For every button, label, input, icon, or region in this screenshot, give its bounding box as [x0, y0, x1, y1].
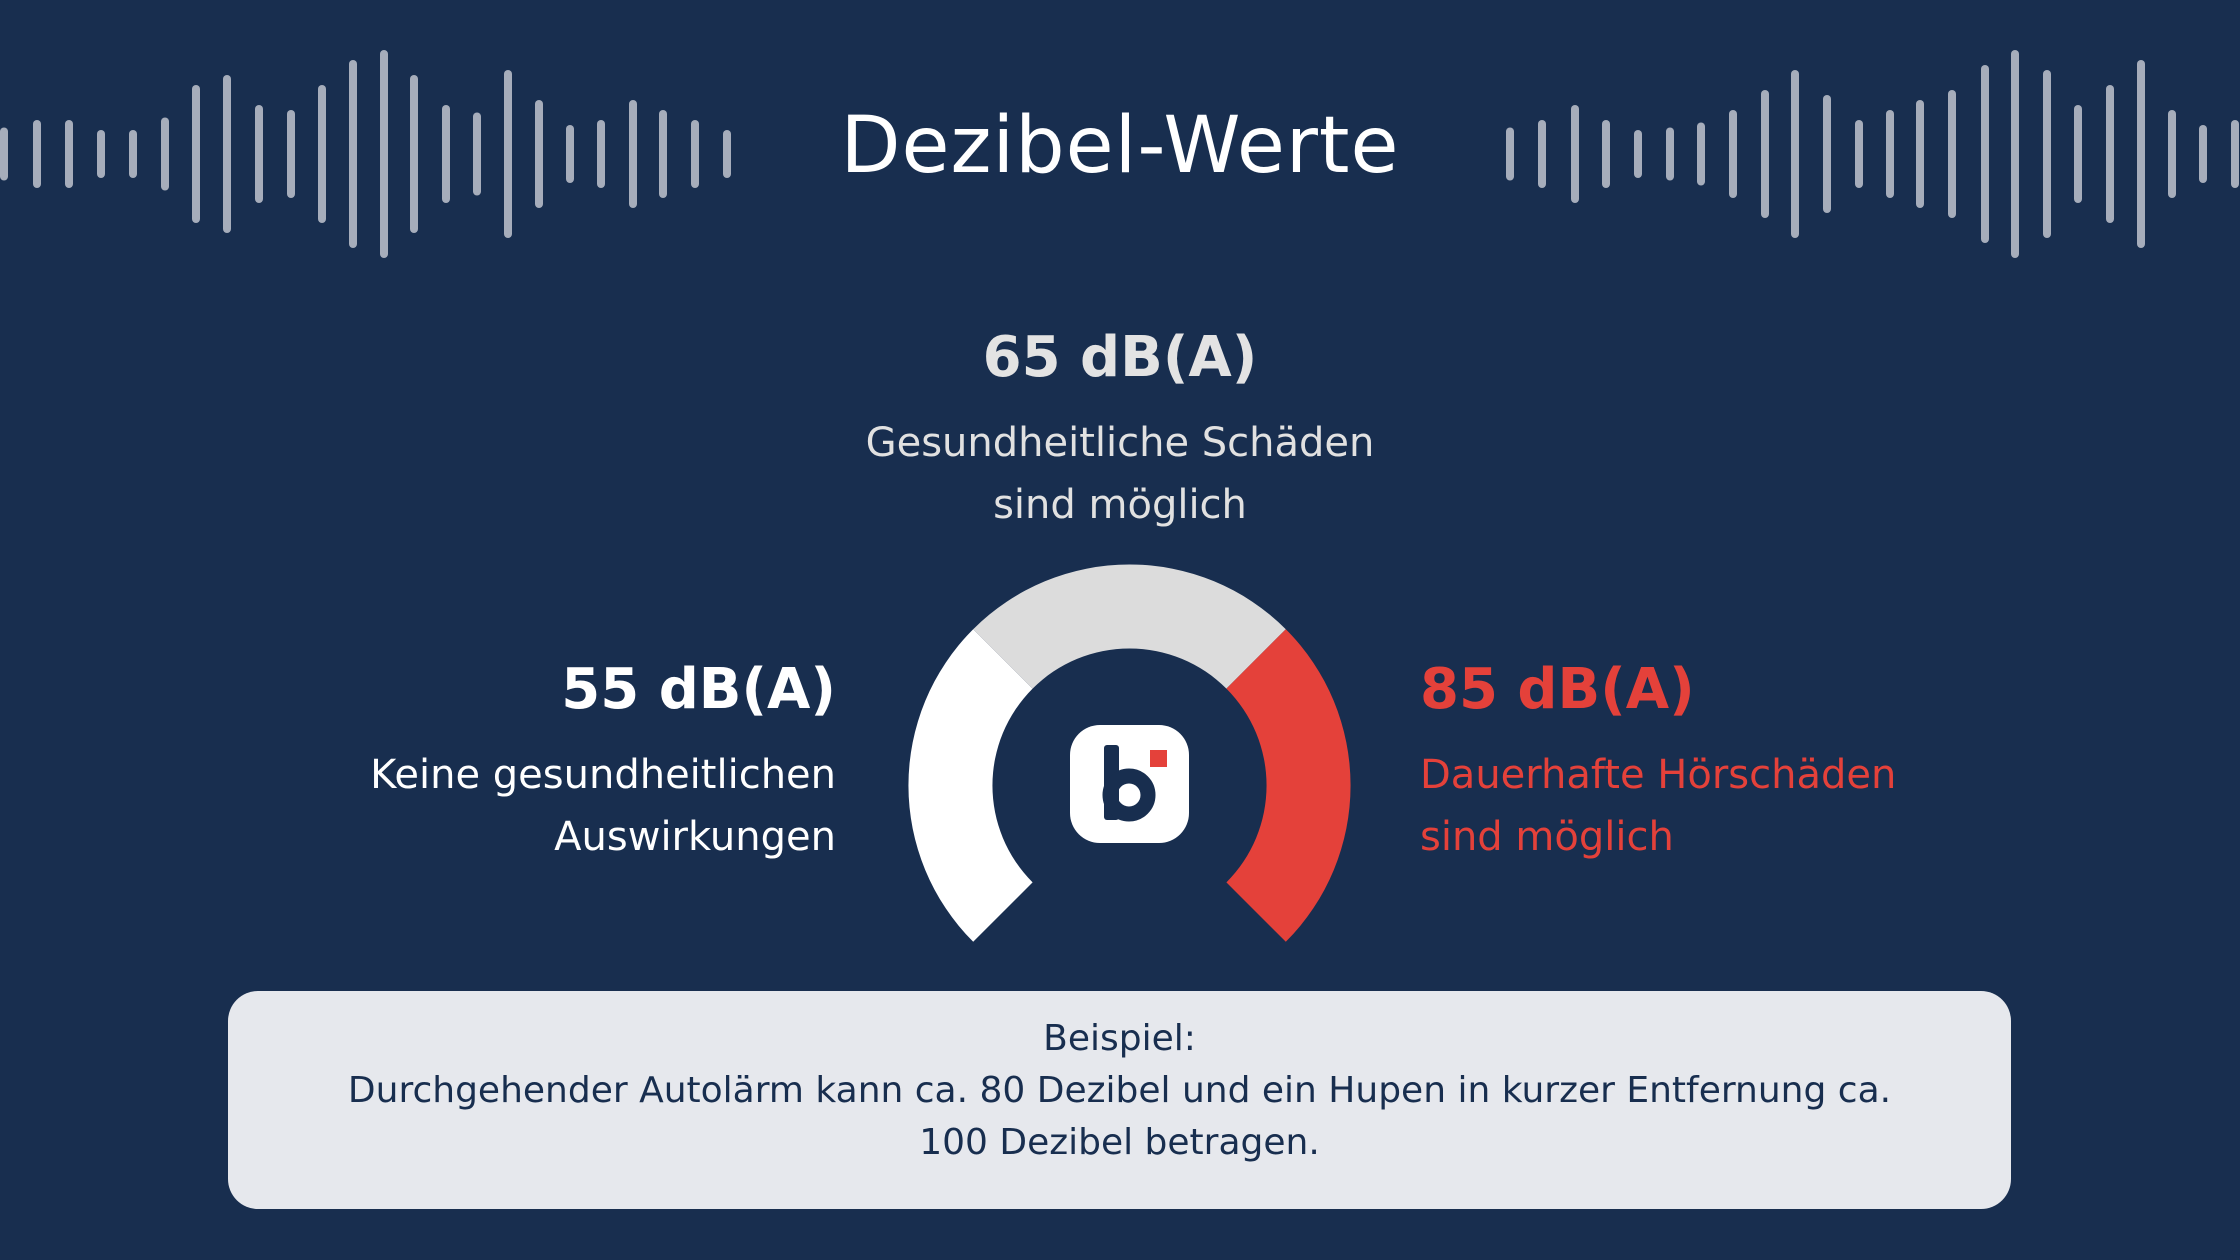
level-55-value: 55 dB(A)	[561, 657, 836, 722]
gauge-segment-low	[908, 629, 1033, 942]
page-title: Dezibel-Werte	[840, 101, 1400, 191]
level-55-block: 55 dB(A) Keine gesundheitlichen Auswirku…	[236, 650, 836, 868]
gauge-segment-high	[1226, 629, 1351, 942]
sound-wave-decoration	[0, 50, 2239, 258]
level-85-description: Dauerhafte Hörschäden sind möglich	[1420, 744, 2120, 868]
level-65-block: 65 dB(A) Gesundheitliche Schäden sind mö…	[720, 318, 1520, 536]
sound-wave-right-icon	[1506, 50, 2239, 258]
brand-b-logo-icon	[1070, 725, 1189, 843]
level-55-desc-line-1: Keine gesundheitlichen	[370, 752, 836, 798]
level-85-desc-line-2: sind möglich	[1420, 814, 1674, 860]
level-65-value: 65 dB(A)	[982, 325, 1258, 390]
level-85-desc-line-1: Dauerhafte Hörschäden	[1420, 752, 1897, 798]
sound-wave-left-icon	[0, 50, 731, 258]
example-box: Beispiel: Durchgehender Autolärm kann ca…	[228, 991, 2011, 1209]
level-65-desc-line-2: sind möglich	[993, 482, 1247, 528]
level-65-description: Gesundheitliche Schäden sind möglich	[720, 412, 1520, 536]
level-65-desc-line-1: Gesundheitliche Schäden	[865, 420, 1375, 466]
example-line-1: Durchgehender Autolärm kann ca. 80 Dezib…	[347, 1070, 1892, 1111]
gauge-segment-mid	[973, 564, 1286, 689]
level-55-desc-line-2: Auswirkungen	[554, 814, 836, 860]
example-heading: Beispiel:	[1043, 1018, 1196, 1059]
level-85-value: 85 dB(A)	[1420, 657, 1695, 722]
level-55-description: Keine gesundheitlichen Auswirkungen	[236, 744, 836, 868]
level-85-block: 85 dB(A) Dauerhafte Hörschäden sind mögl…	[1420, 650, 2120, 868]
example-line-2: 100 Dezibel betragen.	[919, 1122, 1320, 1163]
